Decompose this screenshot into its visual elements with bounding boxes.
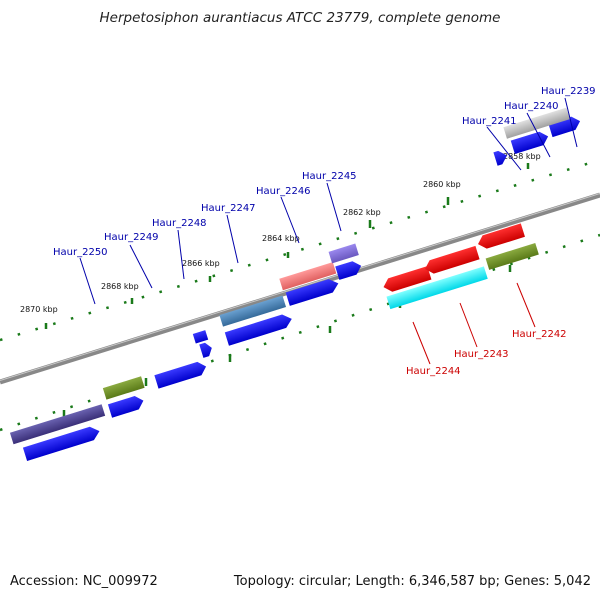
gene-label[interactable]: Haur_2240: [504, 101, 559, 112]
reverse-feature-block[interactable]: [485, 243, 539, 270]
gene-label[interactable]: Haur_2246: [256, 186, 311, 197]
forward-gene-arrow[interactable]: [154, 360, 208, 389]
scale-label: 2868 kbp: [101, 282, 139, 291]
gene-label[interactable]: Haur_2245: [302, 171, 357, 182]
reverse-gene-arrow[interactable]: [476, 223, 525, 250]
feature-block[interactable]: [503, 107, 570, 139]
forward-gene-arrow[interactable]: [22, 424, 102, 461]
page-title: Herpetosiphon aurantiacus ATCC 23779, co…: [99, 10, 501, 26]
forward-gene-arrow[interactable]: [335, 259, 363, 280]
feature-block[interactable]: [102, 376, 145, 400]
reverse-feature-block[interactable]: [386, 266, 488, 310]
accession-text: Accession: NC_009972: [10, 574, 158, 589]
gene-label[interactable]: Haur_2247: [201, 203, 256, 214]
forward-gene[interactable]: [192, 330, 209, 344]
feature-block[interactable]: [219, 295, 287, 327]
forward-gene-arrow[interactable]: [510, 130, 550, 155]
gene-label[interactable]: Haur_2242: [512, 329, 567, 340]
genome-info-text: Topology: circular; Length: 6,346,587 bp…: [233, 574, 591, 589]
scale-label: 2862 kbp: [343, 208, 381, 217]
scale-label: 2866 kbp: [182, 259, 220, 268]
gene-label[interactable]: Haur_2241: [462, 116, 517, 127]
scale-label: 2864 kbp: [262, 234, 300, 243]
gene-label[interactable]: Haur_2239: [541, 86, 596, 97]
gene-label[interactable]: Haur_2244: [406, 366, 461, 377]
forward-gene-arrow[interactable]: [493, 149, 509, 166]
feature-block[interactable]: [9, 404, 106, 445]
gene-label[interactable]: Haur_2248: [152, 218, 207, 229]
scale-label: 2870 kbp: [20, 305, 58, 314]
forward-gene-arrow[interactable]: [199, 341, 214, 358]
scale-label: 2858 kbp: [503, 152, 541, 161]
forward-gene-arrow[interactable]: [107, 394, 146, 418]
forward-gene-arrow[interactable]: [224, 312, 294, 346]
reverse-gene-arrow[interactable]: [381, 266, 432, 294]
reverse-gene-arrow[interactable]: [423, 245, 480, 276]
feature-block[interactable]: [279, 262, 337, 291]
lower-tick-track: [0, 233, 600, 432]
scale-label: 2860 kbp: [423, 180, 461, 189]
gene-label[interactable]: Haur_2243: [454, 349, 509, 360]
forward-gene-arrow[interactable]: [285, 277, 341, 306]
feature-block[interactable]: [328, 243, 359, 264]
gene-label[interactable]: Haur_2249: [104, 232, 159, 243]
gene-label[interactable]: Haur_2250: [53, 247, 108, 258]
